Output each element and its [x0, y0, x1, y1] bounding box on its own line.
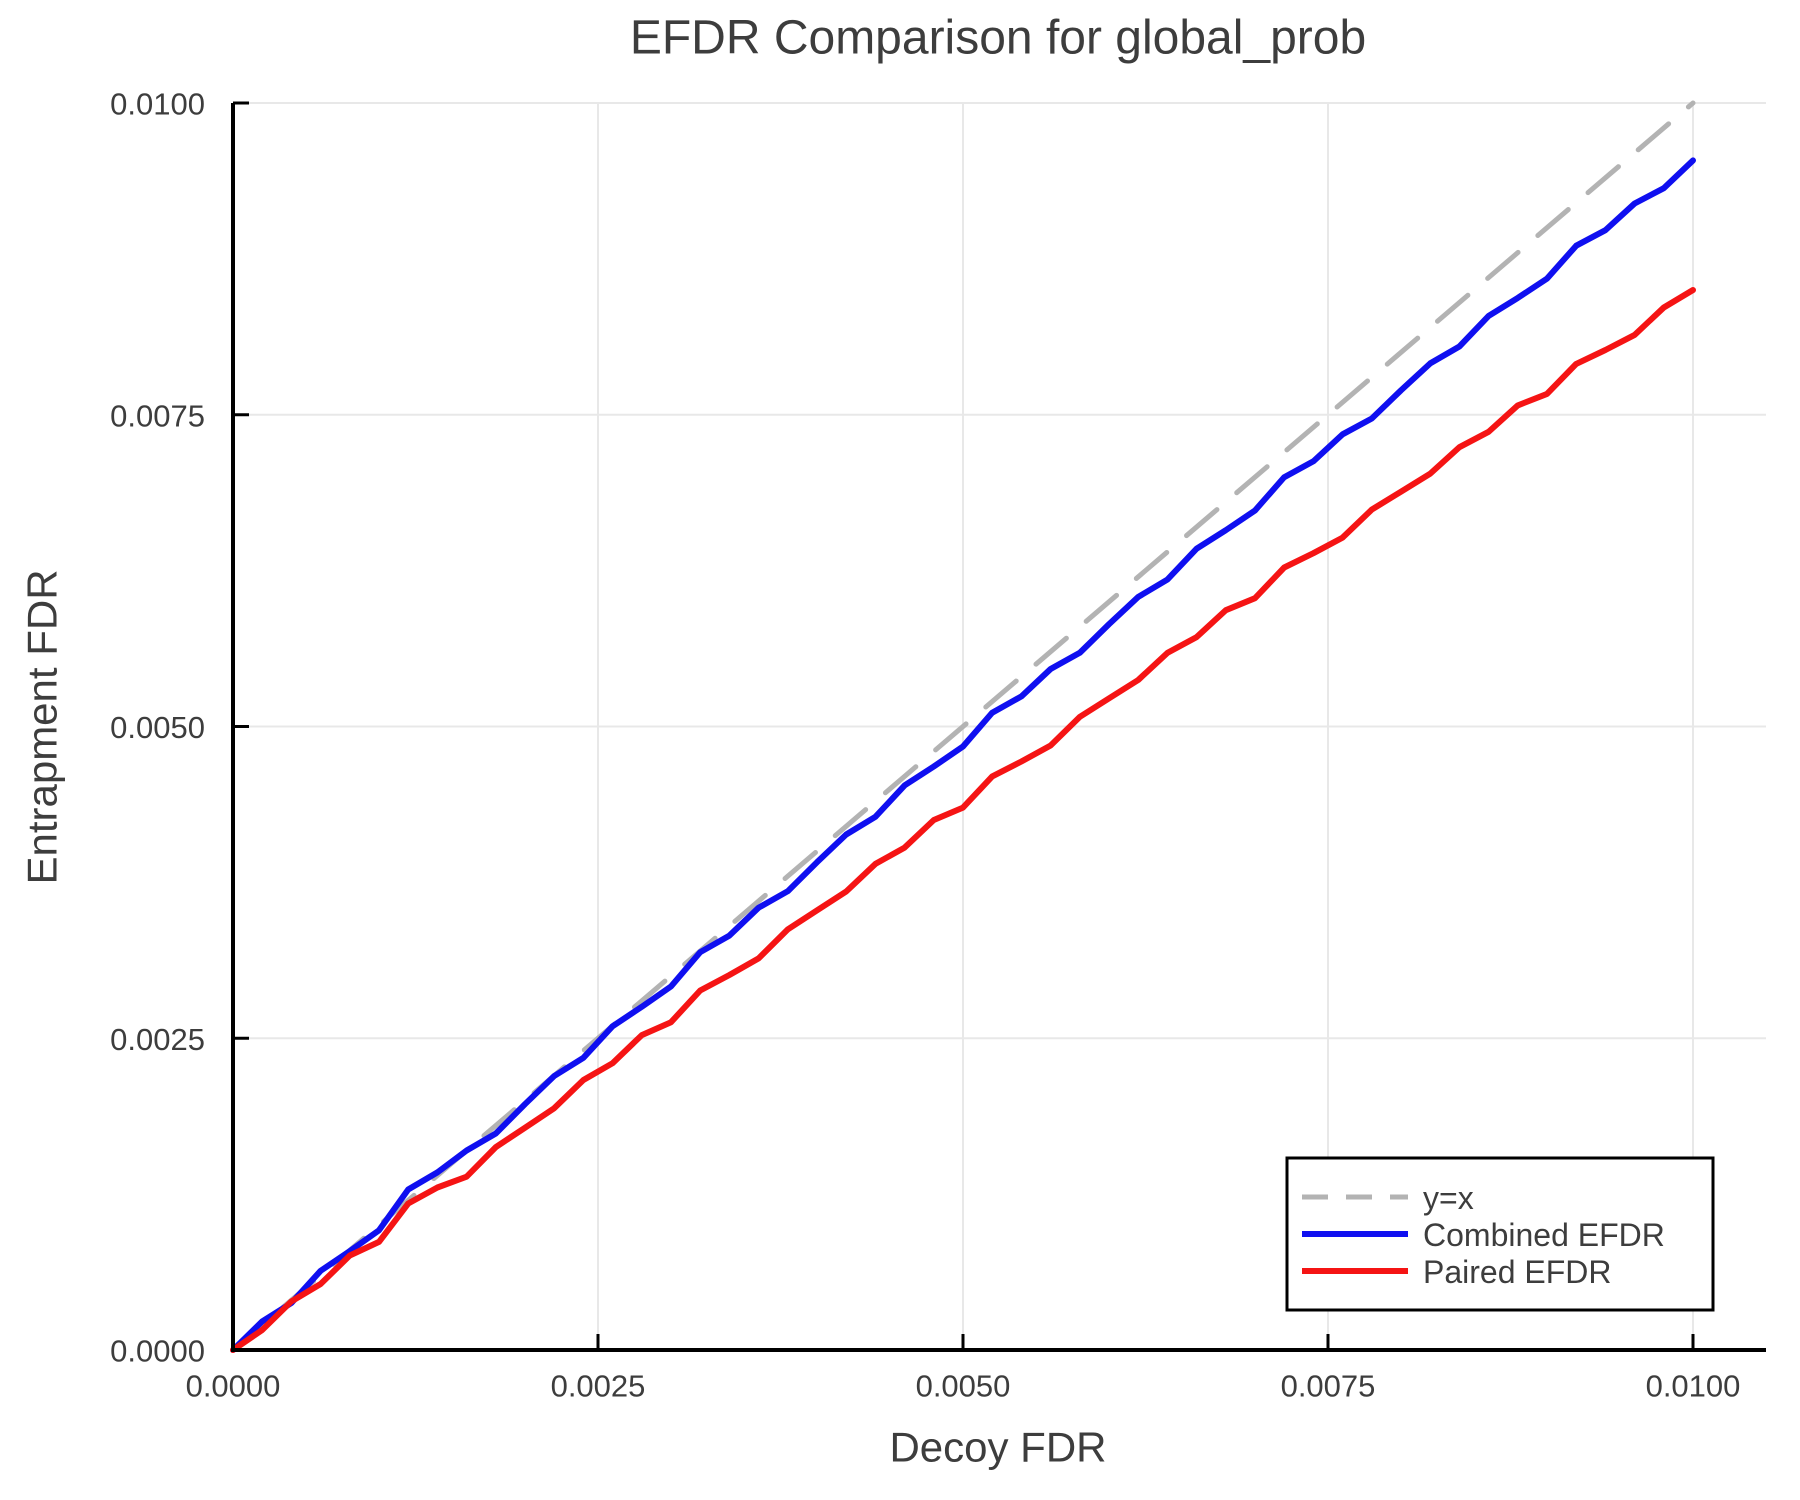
- x-tick-label-0.0100: 0.0100: [1646, 1369, 1741, 1404]
- axis-layer: 0.0000 0.0025 0.0050 0.0075 0.0100 0.0000 0.00…: [110, 87, 1766, 1404]
- y-tick-label-0.0050: 0.0050: [110, 710, 205, 745]
- y-tick-label-0.0025: 0.0025: [110, 1022, 205, 1057]
- chart-title: EFDR Comparison for global_prob: [630, 12, 1366, 65]
- x-tick-label-0.0075: 0.0075: [1281, 1369, 1376, 1404]
- legend-label-combined-efdr: Combined EFDR: [1423, 1217, 1665, 1253]
- y-tick-label-0.0075: 0.0075: [110, 398, 205, 433]
- series-line-combined-efdr: [230, 157, 1696, 1353]
- y-axis-label: Entrapment FDR: [19, 569, 66, 884]
- y-tick-label-0.0000: 0.0000: [110, 1334, 205, 1369]
- legend-label-identity: y=x: [1423, 1180, 1474, 1216]
- x-tick-label-0.0050: 0.0050: [916, 1369, 1011, 1404]
- legend-label-paired-efdr: Paired EFDR: [1423, 1254, 1612, 1290]
- y-tick-label-0.0100: 0.0100: [110, 87, 205, 122]
- series-layer: [230, 100, 1696, 1353]
- x-tick-label-0.0000: 0.0000: [186, 1369, 281, 1404]
- series-line-y-x: [230, 100, 1696, 1353]
- series-line-paired-efdr: [230, 287, 1696, 1353]
- x-axis-label: Decoy FDR: [889, 1424, 1106, 1471]
- grid-layer: [233, 102, 1766, 1350]
- legend: y=x Combined EFDR Paired EFDR: [1285, 1156, 1715, 1312]
- x-tick-label-0.0025: 0.0025: [551, 1369, 646, 1404]
